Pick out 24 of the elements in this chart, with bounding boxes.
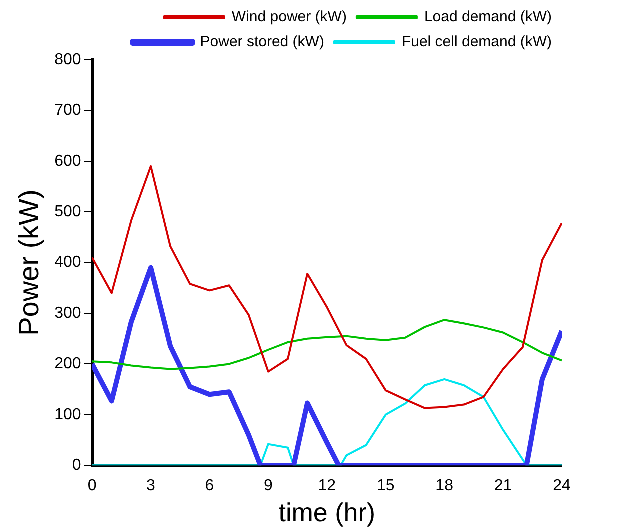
x-tick-label: 24 bbox=[553, 478, 571, 495]
legend-label: Wind power (kW) bbox=[232, 8, 347, 26]
y-tick-label: 100 bbox=[54, 406, 82, 424]
y-tick-label: 200 bbox=[54, 356, 82, 373]
y-tick-label: 600 bbox=[54, 152, 82, 170]
x-tick-label: 0 bbox=[88, 478, 97, 495]
y-tick-label: 400 bbox=[54, 254, 82, 272]
y-tick-label: 700 bbox=[54, 102, 82, 120]
y-axis-title: Power (kW) bbox=[14, 190, 45, 336]
legend-label: Power stored (kW) bbox=[200, 34, 324, 51]
x-tick-label: 3 bbox=[146, 478, 156, 495]
x-tick-label: 12 bbox=[318, 478, 336, 495]
x-tick-label: 6 bbox=[205, 478, 214, 495]
x-tick-label: 18 bbox=[436, 478, 454, 495]
legend-label: Load demand (kW) bbox=[424, 8, 552, 26]
x-tick-label: 21 bbox=[494, 478, 512, 495]
y-tick-label: 0 bbox=[72, 457, 82, 474]
x-axis-title: time (hr) bbox=[278, 498, 376, 528]
x-tick-label: 15 bbox=[376, 478, 395, 495]
y-tick-label: 800 bbox=[54, 51, 82, 68]
legend-label: Fuel cell demand (kW) bbox=[402, 34, 552, 51]
y-tick-label: 300 bbox=[54, 304, 82, 322]
x-tick-label: 9 bbox=[264, 478, 273, 495]
y-tick-label: 500 bbox=[54, 204, 82, 221]
